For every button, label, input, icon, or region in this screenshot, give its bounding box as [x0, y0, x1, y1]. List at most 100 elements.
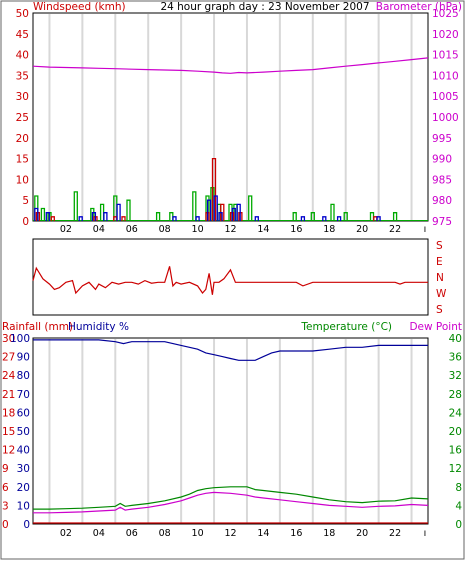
rainfall-tick-label: 6: [2, 482, 9, 494]
wind-x-tick-label: 08: [159, 224, 171, 235]
barometer-tick-label: 985: [432, 174, 452, 186]
wind-average-spike: [121, 216, 126, 221]
wind-x-tick-label: 20: [356, 224, 368, 235]
wind-gust-spike: [192, 191, 197, 221]
wind-speed-spike: [116, 203, 121, 221]
wind-speed-spike: [195, 216, 200, 221]
wind-speed-spike: [322, 216, 327, 221]
wind-speed-spike: [45, 212, 50, 221]
windspeed-tick-label: 50: [16, 8, 29, 20]
rainfall-tick-label: 9: [2, 463, 9, 475]
temperature-line: [33, 486, 429, 510]
barometer-tick-label: 1000: [432, 112, 459, 124]
humidity-x-end-marker: ı: [424, 528, 427, 539]
wind-x-tick-label: 12: [224, 224, 236, 235]
rainfall-axis-title: Rainfall (mm): [2, 321, 73, 333]
wind-gust-spike: [292, 212, 297, 221]
wind-speed-spike: [91, 212, 97, 221]
barometer-tick-label: 980: [432, 195, 452, 207]
wind-speed-spike: [236, 203, 241, 221]
barometer-tick-label: 995: [432, 133, 452, 145]
humidity-tick-label: 30: [17, 463, 30, 475]
wind-average-spike: [211, 157, 217, 221]
wind-speed-spike: [172, 216, 177, 221]
rainfall-tick-label: 24: [2, 370, 16, 382]
wind-x-tick-label: 02: [60, 224, 72, 235]
humidity-x-tick-label: 18: [323, 528, 335, 539]
temperature-tick-label: 32: [449, 370, 462, 382]
direction-panel-frame: [32, 238, 429, 316]
wind-speed-spike: [78, 216, 83, 221]
wind-gust-spike: [248, 195, 253, 221]
wind-gust-spike: [40, 207, 46, 221]
rainfall-tick-label: 15: [2, 426, 15, 438]
humidity-tick-label: 10: [17, 500, 30, 512]
temperature-tick-label: 12: [449, 463, 462, 475]
rainfall-tick-label: 21: [2, 389, 15, 401]
dewpoint-axis-title: Dew Point: [409, 321, 462, 333]
windspeed-tick-label: 45: [16, 29, 29, 41]
direction-tick-label: S: [436, 240, 443, 252]
humidity-tick-label: 0: [23, 519, 30, 531]
direction-tick-label: E: [436, 256, 443, 268]
humidity-x-tick-label: 12: [224, 528, 236, 539]
wind-speed-spike: [336, 216, 342, 221]
wind-gust-spike: [90, 207, 95, 221]
barometer-tick-label: 1015: [432, 50, 459, 62]
humidity-x-tick-label: 22: [389, 528, 401, 539]
wind-gust-spike: [330, 203, 335, 221]
humidity-x-tick-label: 14: [257, 528, 269, 539]
wind-gust-spike: [205, 195, 210, 221]
humidity-tick-label: 60: [17, 407, 30, 419]
temperature-tick-label: 36: [449, 352, 463, 364]
wind-gust-spike: [73, 191, 78, 221]
windspeed-tick-label: 10: [16, 174, 29, 186]
wind-speed-spike: [34, 207, 39, 221]
rainfall-tick-label: 30: [2, 333, 15, 345]
direction-tick-label: N: [436, 272, 444, 284]
temperature-tick-label: 28: [449, 389, 462, 401]
windspeed-tick-label: 20: [16, 133, 29, 145]
wind-gust-spike: [392, 212, 398, 221]
rainfall-tick-label: 18: [2, 407, 15, 419]
temperature-tick-label: 40: [449, 333, 462, 345]
windspeed-tick-label: 5: [22, 195, 29, 207]
temperature-tick-label: 20: [449, 426, 462, 438]
barometer-tick-label: 1020: [432, 29, 459, 41]
humidity-tick-label: 70: [17, 389, 30, 401]
wind-speed-spike: [103, 212, 108, 221]
barometer-tick-label: 1025: [432, 8, 459, 20]
wind-speed-spike: [254, 216, 259, 221]
humidity-x-tick-label: 08: [159, 528, 171, 539]
barometer-tick-label: 975: [432, 216, 452, 228]
windspeed-tick-label: 35: [16, 70, 29, 82]
dewpoint-line: [33, 491, 429, 514]
temperature-tick-label: 24: [449, 407, 463, 419]
direction-tick-label: W: [436, 288, 447, 300]
wind-x-tick-label: 18: [323, 224, 335, 235]
humidity-tick-label: 20: [17, 482, 30, 494]
wind-direction-line: [32, 266, 428, 295]
windspeed-tick-label: 40: [16, 50, 29, 62]
humidity-axis-title: Humidity %: [68, 321, 129, 333]
wind-speed-spike: [206, 199, 212, 221]
humidity-x-tick-label: 02: [60, 528, 72, 539]
wind-speed-spike: [213, 195, 218, 221]
wind-average-spike: [50, 216, 55, 221]
humidity-tick-label: 80: [17, 370, 30, 382]
wind-gust-spike: [155, 212, 161, 221]
windspeed-tick-label: 15: [16, 154, 29, 166]
rainfall-tick-label: 3: [2, 500, 9, 512]
barometer-tick-label: 1005: [432, 91, 459, 103]
wind-gust-spike: [310, 212, 315, 221]
wind-x-end-marker: ı: [424, 224, 427, 235]
humidity-x-tick-label: 06: [126, 528, 138, 539]
wind-x-tick-label: 14: [257, 224, 269, 235]
wind-speed-spike: [231, 207, 236, 221]
temperature-tick-label: 16: [449, 445, 463, 457]
wind-x-tick-label: 06: [126, 224, 138, 235]
wind-speed-spike: [376, 216, 381, 221]
humidity-x-tick-label: 10: [192, 528, 204, 539]
